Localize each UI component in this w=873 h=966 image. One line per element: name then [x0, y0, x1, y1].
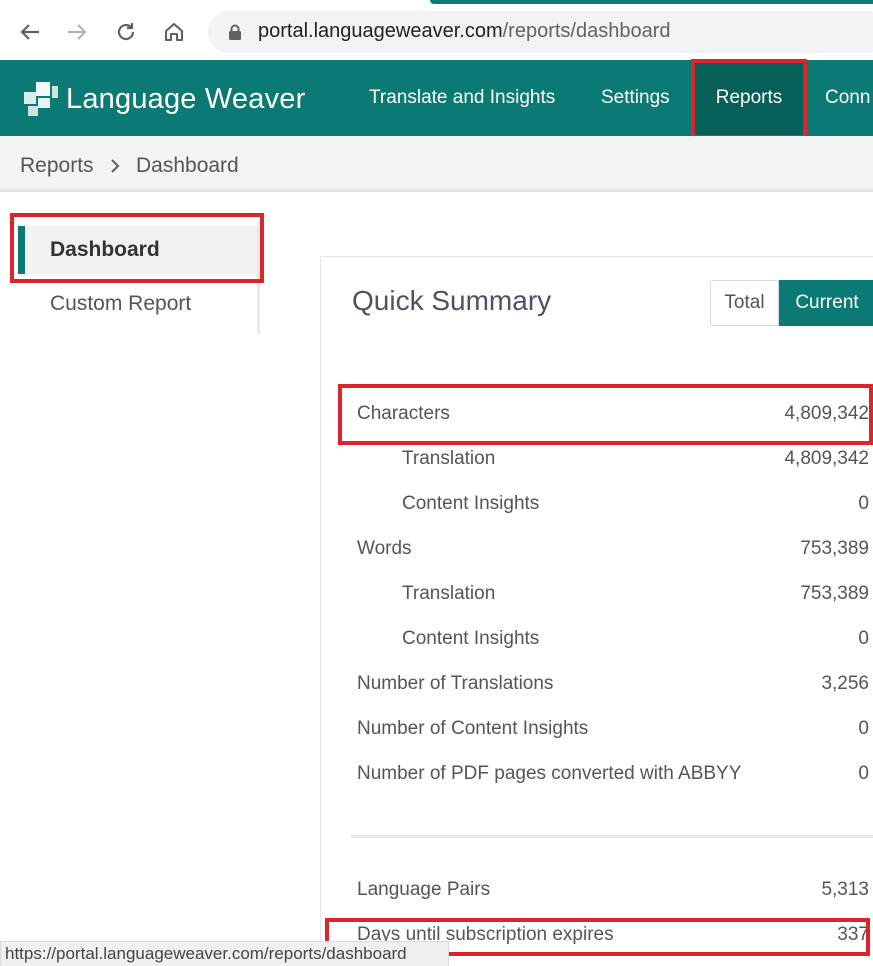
row-value: 4,809,342: [784, 448, 869, 469]
summary-row-words-translation: Translation 753,389: [357, 579, 869, 609]
row-value: 0: [858, 763, 869, 784]
address-bar[interactable]: portal.languageweaver.com/reports/dashbo…: [208, 11, 873, 53]
row-value: 0: [858, 493, 869, 514]
row-value: 3,256: [821, 673, 869, 694]
summary-row-characters: Characters 4,809,342: [357, 399, 869, 429]
chevron-right-icon: [109, 158, 121, 179]
nav-reports[interactable]: Reports: [695, 60, 803, 136]
summary-row-words: Words 753,389: [357, 534, 869, 564]
row-label: Language Pairs: [357, 879, 491, 900]
summary-row-words-content-insights: Content Insights 0: [357, 624, 869, 654]
row-label: Translation: [402, 583, 496, 604]
summary-row-days-until-expiry: Days until subscription expires 337: [357, 920, 869, 950]
sidebar-item-dashboard[interactable]: Dashboard: [18, 226, 257, 274]
lock-icon: [228, 24, 242, 45]
nav-connectors[interactable]: Conn: [825, 87, 871, 108]
breadcrumb: Reports Dashboard: [0, 136, 873, 192]
row-value: 753,389: [800, 583, 869, 604]
summary-row-characters-content-insights: Content Insights 0: [357, 489, 869, 519]
row-label: Content Insights: [402, 493, 540, 514]
breadcrumb-reports[interactable]: Reports: [20, 154, 94, 177]
browser-toolbar: portal.languageweaver.com/reports/dashbo…: [0, 0, 873, 60]
back-icon[interactable]: [14, 16, 46, 48]
row-label: Days until subscription expires: [357, 924, 614, 945]
row-label: Number of PDF pages converted with ABBYY: [357, 763, 742, 784]
row-value: 4,809,342: [784, 403, 869, 424]
row-value: 0: [858, 718, 869, 739]
summary-row-number-of-content-insights: Number of Content Insights 0: [357, 714, 869, 744]
app-header: Language Weaver Translate and Insights S…: [0, 60, 873, 136]
logo-text: Language Weaver: [66, 82, 306, 115]
row-value: 337: [837, 924, 869, 945]
url-path: /reports/dashboard: [502, 20, 671, 42]
row-label: Number of Translations: [357, 673, 554, 694]
summary-row-pdf-pages-abbyy: Number of PDF pages converted with ABBYY…: [357, 759, 869, 789]
row-label: Content Insights: [402, 628, 540, 649]
home-icon[interactable]: [158, 16, 190, 48]
total-current-toggle: Total Current: [710, 280, 873, 326]
forward-icon[interactable]: [61, 16, 93, 48]
breadcrumb-dashboard: Dashboard: [136, 154, 239, 177]
reports-sidebar: Dashboard Custom Report: [18, 222, 260, 334]
row-label: Number of Content Insights: [357, 718, 589, 739]
language-weaver-logo[interactable]: Language Weaver: [24, 82, 305, 116]
url-text: portal.languageweaver.com/reports/dashbo…: [258, 20, 671, 43]
row-value: 0: [858, 628, 869, 649]
reload-icon[interactable]: [110, 16, 142, 48]
row-label: Words: [357, 538, 412, 559]
nav-translate-and-insights[interactable]: Translate and Insights: [369, 87, 556, 108]
row-value: 5,313: [821, 879, 869, 900]
row-value: 753,389: [800, 538, 869, 559]
toggle-current-button[interactable]: Current: [779, 280, 873, 326]
summary-row-characters-translation: Translation 4,809,342: [357, 444, 869, 474]
logo-mark-icon: [24, 82, 58, 116]
card-title: Quick Summary: [352, 285, 552, 316]
toggle-total-button[interactable]: Total: [710, 280, 779, 326]
url-host: portal.languageweaver.com: [258, 20, 503, 42]
summary-row-language-pairs: Language Pairs 5,313: [357, 875, 869, 905]
summary-row-number-of-translations: Number of Translations 3,256: [357, 669, 869, 699]
active-tab-strip: [430, 0, 873, 4]
quick-summary-card: Quick Summary Total Current Characters 4…: [320, 256, 873, 966]
summary-divider: [351, 835, 873, 838]
sidebar-item-custom-report[interactable]: Custom Report: [50, 292, 192, 315]
row-label: Characters: [357, 403, 450, 424]
browser-status-url: https://portal.languageweaver.com/report…: [0, 941, 449, 966]
nav-settings[interactable]: Settings: [601, 87, 670, 108]
row-label: Translation: [402, 448, 496, 469]
